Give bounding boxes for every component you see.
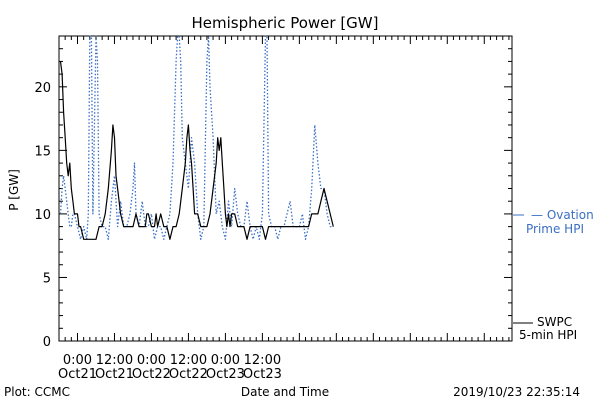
series-line-ovation: [59, 35, 334, 240]
legend-ovation-line1: — Ovation: [531, 208, 594, 222]
x-tick-label-time: 12:00: [170, 353, 207, 368]
x-tick-label-time: 12:00: [244, 353, 281, 368]
x-tick-label-time: 0:00: [211, 353, 240, 368]
y-tick-label: 5: [43, 271, 51, 286]
footer-plot-credit: Plot: CCMC: [4, 385, 70, 399]
plot-area-frame: [58, 35, 513, 342]
x-tick-label-time: 0:00: [137, 353, 166, 368]
x-tick-label-date: Oct22: [132, 367, 171, 382]
x-tick-label-date: Oct23: [206, 367, 245, 382]
y-axis-ticks: 0 5 10 15 20: [34, 35, 512, 350]
y-tick-label: 10: [34, 208, 51, 223]
x-axis-ticks: 0:00Oct2112:00Oct210:00Oct2212:00Oct220:…: [58, 36, 510, 382]
chart-title: Hemispheric Power [GW]: [192, 14, 379, 32]
x-tick-label-date: Oct21: [95, 367, 134, 382]
footer-timestamp: 2019/10/23 22:35:14: [453, 385, 580, 399]
legend-swpc-line1: SWPC: [537, 315, 572, 329]
legend-swpc-line2: 5-min HPI: [519, 328, 577, 342]
y-axis-label: P [GW]: [7, 169, 21, 211]
y-tick-label: 0: [43, 335, 51, 350]
x-tick-label-date: Oct22: [169, 367, 208, 382]
x-tick-label-date: Oct23: [243, 367, 282, 382]
x-tick-label-time: 12:00: [96, 353, 133, 368]
series-layer: [59, 35, 334, 240]
x-tick-label-date: Oct21: [58, 367, 97, 382]
series-line-swpc: [59, 61, 334, 240]
y-tick-label: 15: [34, 144, 51, 159]
y-tick-label: 20: [34, 81, 51, 96]
footer-x-axis-title: Date and Time: [241, 385, 329, 399]
x-tick-label-time: 0:00: [63, 353, 92, 368]
legend-ovation-line2: Prime HPI: [526, 222, 584, 236]
